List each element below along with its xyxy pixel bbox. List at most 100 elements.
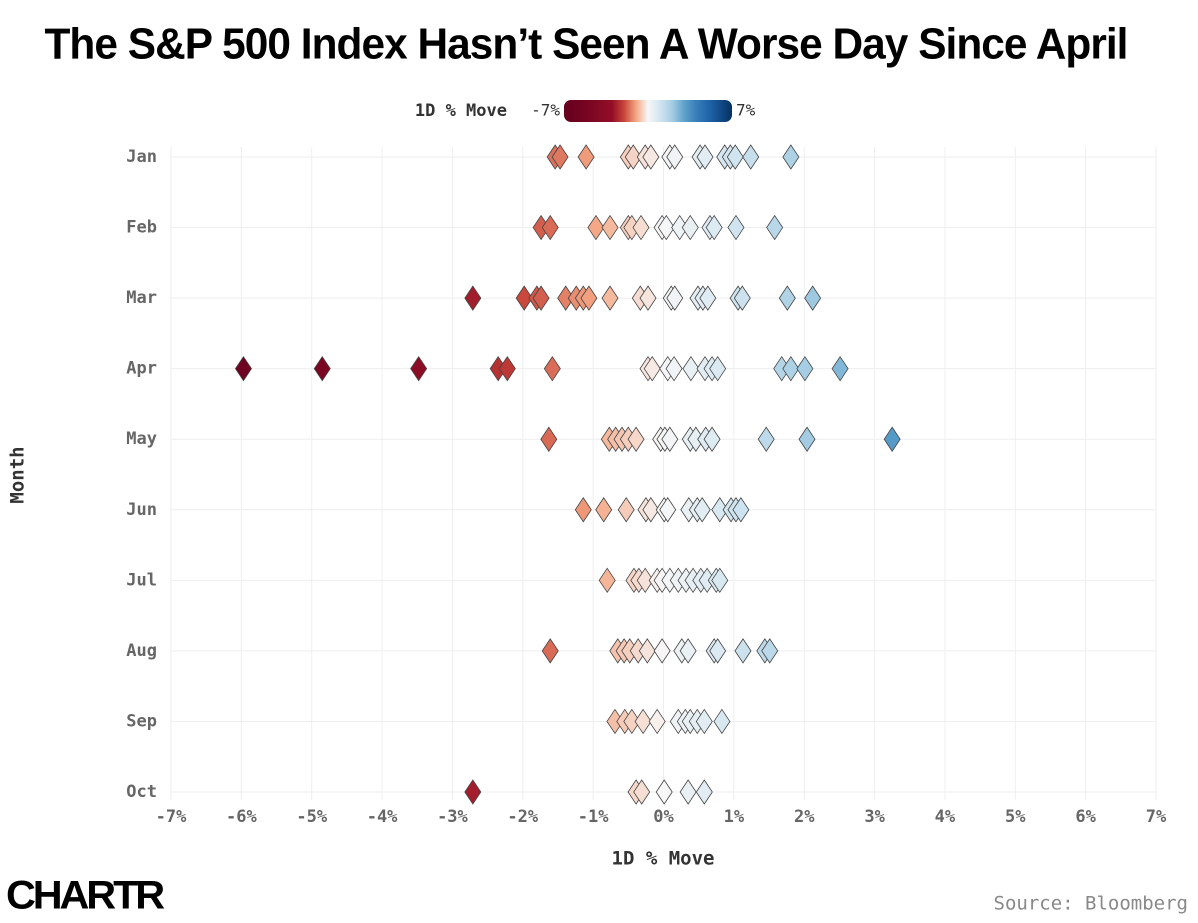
diamond-marker (665, 355, 683, 382)
diamond-marker (778, 285, 796, 311)
diamond-marker (831, 355, 849, 382)
diamond-marker (711, 567, 729, 594)
diamond-marker (601, 214, 619, 241)
legend-title: 1D % Move (415, 101, 507, 121)
diamond-marker (515, 285, 533, 311)
x-tick-label: 0% (653, 807, 674, 827)
diamond-marker (642, 497, 660, 523)
x-tick-label: 2% (794, 807, 815, 827)
diamond-marker (632, 214, 650, 241)
diamond-marker (661, 426, 679, 452)
y-tick-label: Jan (126, 147, 157, 167)
diamond-marker (464, 779, 482, 805)
x-tick-label: -4% (367, 807, 398, 827)
diamond-marker (666, 285, 684, 311)
diamond-marker (598, 567, 616, 594)
diamond-marker (695, 779, 713, 805)
diamond-marker (595, 497, 613, 523)
diamond-marker (679, 638, 697, 664)
diamond-marker (666, 144, 684, 170)
diamond-marker (655, 779, 673, 805)
diamond-marker (587, 214, 605, 241)
diamond-marker (541, 214, 559, 241)
diamond-marker (695, 708, 713, 735)
diamond-marker (798, 426, 816, 452)
diamond-marker (713, 708, 731, 735)
diamond-marker (761, 638, 779, 664)
diamond-marker (543, 355, 561, 382)
diamond-marker (532, 285, 550, 311)
colorbar (564, 100, 732, 122)
diamond-marker (551, 144, 569, 170)
y-axis-label: Month (7, 446, 29, 503)
y-tick-label: May (126, 429, 157, 449)
diamond-marker (623, 708, 641, 735)
diamond-marker (705, 214, 723, 241)
diamond-marker (709, 355, 727, 382)
y-tick-label: Jul (126, 570, 157, 590)
x-tick-label: 3% (864, 807, 885, 827)
x-tick-label: -1% (578, 807, 609, 827)
diamond-marker (726, 144, 744, 170)
source: Source: Bloomberg (994, 893, 1188, 915)
diamond-marker (679, 779, 697, 805)
diamond-marker (574, 497, 592, 523)
diamond-marker (657, 214, 675, 241)
y-tick-label: Mar (126, 288, 157, 308)
diamond-marker (734, 638, 752, 664)
diamond-marker (733, 285, 751, 311)
diamond-marker (410, 355, 428, 382)
diamond-marker (627, 426, 645, 452)
y-tick-label: Aug (126, 641, 157, 661)
diamond-marker (577, 144, 595, 170)
x-tick-label: 6% (1075, 807, 1096, 827)
diamond-marker (782, 144, 800, 170)
diamond-marker (782, 355, 800, 382)
diamond-marker (634, 708, 652, 735)
diamond-marker (711, 497, 729, 523)
x-tick-label: -7% (156, 807, 187, 827)
chart-title: The S&P 500 Index Hasn’t Seen A Worse Da… (45, 20, 1128, 69)
diamond-marker (659, 497, 677, 523)
diamond-marker (638, 638, 656, 664)
diamond-marker (696, 144, 714, 170)
y-tick-label: Jun (126, 500, 157, 520)
diamond-marker (732, 497, 750, 523)
legend-tick-label: 7% (736, 101, 756, 120)
diamond-marker (464, 285, 482, 311)
y-tick-label: Sep (126, 711, 157, 731)
x-tick-label: -3% (437, 807, 468, 827)
diamond-marker (540, 426, 558, 452)
diamond-marker (648, 708, 666, 735)
x-tick-label: -2% (507, 807, 538, 827)
x-tick-label: 4% (935, 807, 956, 827)
diamond-marker (682, 355, 700, 382)
diamond-marker (727, 214, 745, 241)
diamond-marker (498, 355, 516, 382)
diamond-marker (633, 779, 651, 805)
x-tick-label: -6% (226, 807, 257, 827)
diamond-marker (617, 497, 635, 523)
diamond-marker (699, 285, 717, 311)
diamond-marker (693, 497, 711, 523)
diamond-marker (653, 638, 671, 664)
diamond-marker (601, 285, 619, 311)
diamond-marker (636, 567, 654, 594)
diamond-marker (642, 144, 660, 170)
diamond-marker (709, 638, 727, 664)
diamond-marker (804, 285, 822, 311)
diamond-marker (703, 426, 721, 452)
diamond-marker (757, 426, 775, 452)
y-tick-label: Feb (126, 218, 157, 238)
diamond-marker (580, 285, 598, 311)
x-tick-label: -5% (296, 807, 327, 827)
diamond-marker (742, 144, 760, 170)
y-tick-label: Oct (126, 782, 157, 802)
diamond-marker (796, 355, 814, 382)
x-axis-label: 1D % Move (612, 848, 715, 870)
diamond-marker (681, 214, 699, 241)
diamond-marker (541, 638, 559, 664)
legend-tick-label: -7% (531, 101, 560, 120)
x-tick-label: 7% (1146, 807, 1167, 827)
